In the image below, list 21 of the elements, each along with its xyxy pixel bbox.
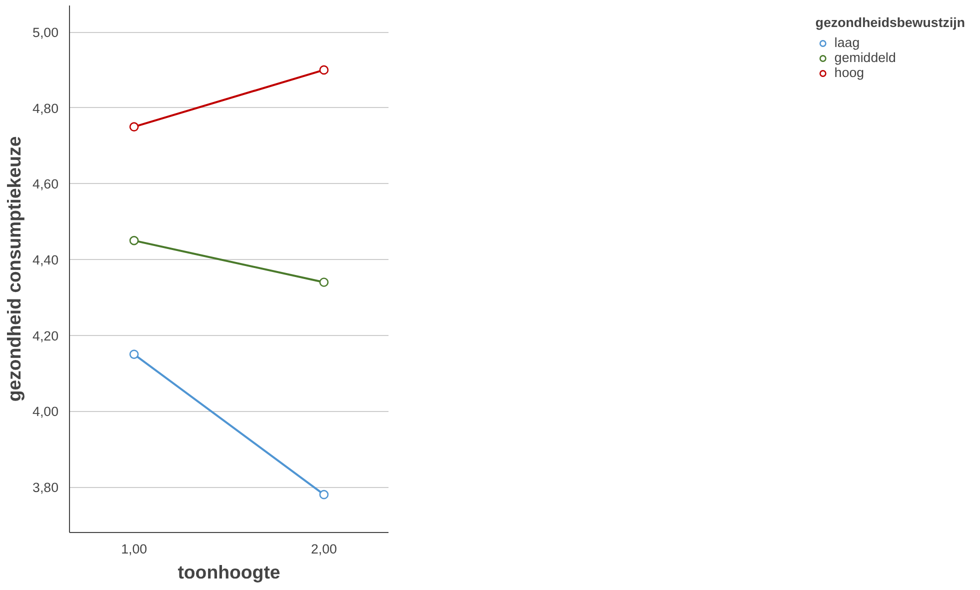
point xyxy=(129,122,139,132)
y-tick-label: 4,40 xyxy=(32,252,59,268)
y-tick-label: 4,00 xyxy=(32,404,59,420)
x-tick-label: 1,00 xyxy=(121,542,148,556)
y-axis-title: gezondheid consumptiekeuze xyxy=(4,136,25,402)
point xyxy=(129,236,139,246)
y-tick-label: 5,00 xyxy=(32,25,59,40)
point xyxy=(319,490,329,500)
y-tick-label: 3,80 xyxy=(32,480,59,496)
legend-label: laag xyxy=(834,35,860,50)
point xyxy=(319,278,329,287)
x-tick-label: 2,00 xyxy=(310,542,337,556)
legend-title: gezondheidsbewustzijn xyxy=(815,15,965,30)
point xyxy=(129,350,139,359)
x-axis-title: toonhoogte xyxy=(178,562,280,582)
y-tick-label: 4,20 xyxy=(32,328,59,344)
legend-label: gemiddeld xyxy=(834,50,896,65)
y-tick-label: 4,80 xyxy=(32,100,59,116)
y-tick-label: 4,60 xyxy=(32,176,59,192)
point xyxy=(319,65,329,75)
legend-label: hoog xyxy=(834,65,864,80)
